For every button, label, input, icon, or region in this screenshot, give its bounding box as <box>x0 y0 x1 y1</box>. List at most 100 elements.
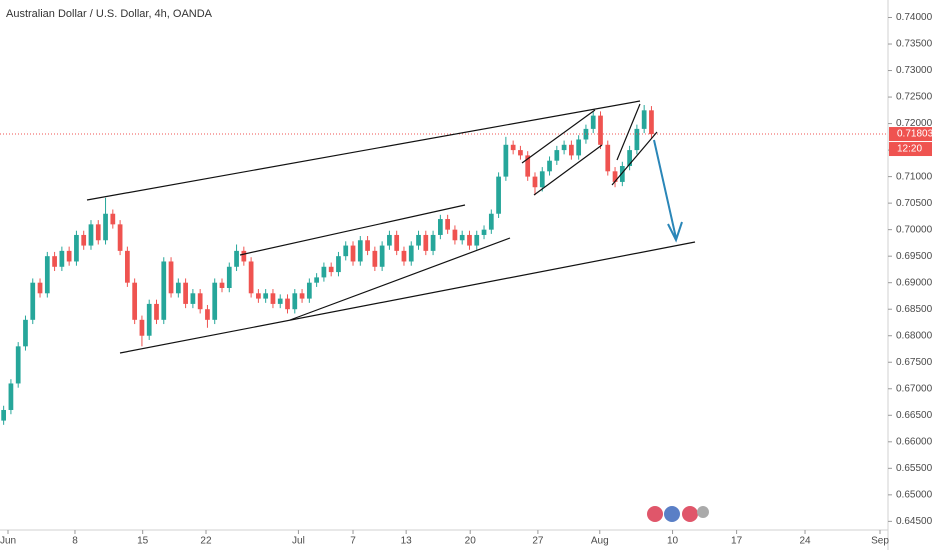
candle-body <box>15 346 21 384</box>
candle-body <box>394 234 400 251</box>
x-tick-label: Sep <box>871 536 889 547</box>
candle-body <box>285 298 290 310</box>
candle-body <box>37 282 43 294</box>
plot-area <box>0 105 888 425</box>
candle-body <box>117 224 123 251</box>
candle-body <box>103 213 108 241</box>
candle-body <box>539 171 545 188</box>
candle-body <box>576 139 582 156</box>
candle-body <box>525 155 531 177</box>
candle-body <box>481 229 487 235</box>
candle-body <box>23 319 28 347</box>
candle-body <box>306 282 312 299</box>
candle-body <box>110 213 116 225</box>
candle-body <box>66 250 72 262</box>
candle-body <box>219 282 225 288</box>
trend-line <box>533 144 603 196</box>
trend-line <box>611 131 658 186</box>
event-icon <box>647 506 663 522</box>
candle-body <box>532 176 538 188</box>
candle-body <box>270 293 276 304</box>
trend-line <box>521 109 596 164</box>
candle-body <box>387 234 392 246</box>
trend-line <box>616 103 641 161</box>
candle-body <box>474 234 480 246</box>
candle-body <box>59 250 65 267</box>
drawings <box>86 100 696 354</box>
candle-body <box>8 383 14 410</box>
candle-body <box>88 224 94 246</box>
event-icon <box>682 506 698 522</box>
candle-body <box>299 293 305 299</box>
y-tick-label: 0.72000 <box>896 118 932 129</box>
candle-body <box>52 256 57 267</box>
candle-body <box>248 261 254 294</box>
trend-line <box>86 100 641 201</box>
axes: 0.740000.735000.730000.725000.720000.715… <box>0 12 932 547</box>
candle-body <box>263 293 269 299</box>
x-tick-label: 13 <box>401 536 413 547</box>
candle-body <box>154 303 159 320</box>
candle-body <box>161 261 167 320</box>
x-tick-label: 10 <box>667 536 679 547</box>
candle-body <box>321 266 327 278</box>
y-tick-label: 0.65000 <box>896 489 932 500</box>
candle-body <box>212 282 218 320</box>
candle-body <box>168 261 174 294</box>
candle-body <box>175 282 181 294</box>
candle-body <box>146 303 152 336</box>
last-price-box <box>889 127 932 142</box>
x-tick-label: Jul <box>292 536 305 547</box>
candle-body <box>459 234 465 241</box>
y-tick-label: 0.72500 <box>896 92 932 103</box>
y-tick-label: 0.66500 <box>896 410 932 421</box>
candle-body <box>314 277 319 283</box>
x-tick-label: 27 <box>532 536 544 547</box>
x-tick-label: Aug <box>591 536 609 547</box>
trend-line <box>119 241 696 354</box>
x-tick-label: 17 <box>731 536 743 547</box>
candle-body <box>503 144 509 177</box>
y-tick-label: 0.71000 <box>896 171 932 182</box>
candle-body <box>241 250 247 262</box>
candle-body <box>125 250 130 283</box>
candle-body <box>197 293 203 310</box>
chart-title: Australian Dollar / U.S. Dollar, 4h, OAN… <box>6 8 213 20</box>
candle-body <box>598 115 603 145</box>
y-tick-label: 0.68500 <box>896 304 932 315</box>
y-tick-label: 0.64500 <box>896 516 932 527</box>
y-tick-label: 0.68000 <box>896 330 932 341</box>
time-axis <box>0 530 932 550</box>
candle-body <box>605 144 611 172</box>
candle-body <box>627 150 632 167</box>
candle-body <box>234 250 239 267</box>
x-tick-label: 24 <box>799 536 811 547</box>
candle-body <box>1 409 7 421</box>
candle-body <box>518 150 523 156</box>
candle-body <box>569 144 574 156</box>
candle-body <box>292 293 298 310</box>
price-axis <box>888 0 932 550</box>
candle-body <box>132 282 138 320</box>
x-tick-label: 8 <box>72 536 78 547</box>
candle-body <box>467 234 472 246</box>
candle-body <box>277 298 283 304</box>
candle-body <box>452 229 458 241</box>
candle-body <box>496 176 501 214</box>
candle-body <box>74 234 79 262</box>
x-tick-label: 20 <box>465 536 477 547</box>
candle-body <box>365 240 370 251</box>
event-icon <box>664 506 680 522</box>
y-tick-label: 0.67500 <box>896 357 932 368</box>
y-tick-label: 0.73500 <box>896 39 932 50</box>
y-tick-label: 0.74000 <box>896 12 932 23</box>
candle-body <box>95 224 101 241</box>
candle-body <box>350 245 356 262</box>
y-tick-label: 0.66000 <box>896 436 932 447</box>
candle-body <box>343 245 349 257</box>
candle-body <box>226 266 232 288</box>
y-tick-label: 0.70500 <box>896 198 932 209</box>
x-tick-label: 7 <box>350 536 356 547</box>
candle-body <box>612 171 618 182</box>
